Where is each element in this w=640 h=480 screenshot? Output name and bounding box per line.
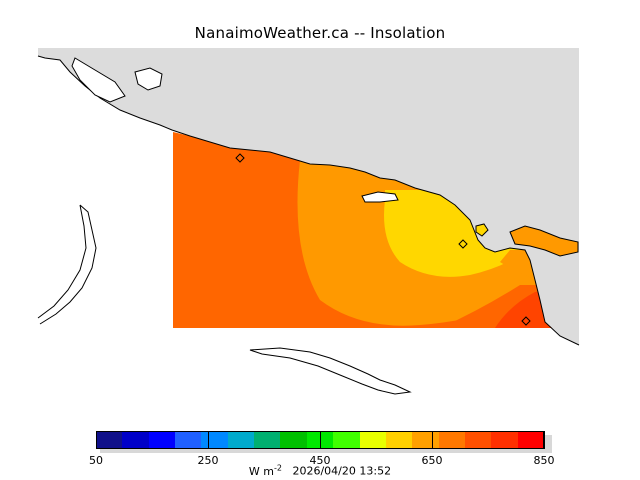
colorbar-tick	[432, 431, 433, 449]
colorbar-tick-label: 450	[309, 454, 331, 467]
island-east	[509, 225, 579, 257]
colorbar-swatch	[359, 431, 387, 449]
colorbar-swatch	[517, 431, 545, 449]
colorbar-swatch	[175, 431, 203, 449]
station-marker	[235, 153, 245, 163]
page-title: NanaimoWeather.ca -- Insolation	[194, 24, 446, 42]
colorbar-swatch	[438, 431, 466, 449]
coastline-south-island	[249, 347, 412, 395]
colorbar-swatch	[333, 431, 361, 449]
colorbar-swatch	[254, 431, 282, 449]
station-marker	[458, 239, 468, 249]
colorbar-swatch	[148, 431, 176, 449]
colorbar-tick	[320, 431, 321, 449]
coastline-mainland	[37, 55, 580, 346]
colorbar-swatch	[464, 431, 492, 449]
colorbar-tick-label: 850	[533, 454, 555, 467]
colorbar-tick-label: 50	[89, 454, 103, 467]
coastline-island-north	[71, 57, 126, 103]
timestamp: 2026/04/20 13:52	[292, 464, 392, 478]
land-north-shore	[38, 48, 579, 345]
coastline-spit	[361, 191, 399, 203]
colorbar-swatch	[227, 431, 255, 449]
colorbar-swatch	[280, 431, 308, 449]
colorbar-tick-label: 650	[421, 454, 443, 467]
coastline-island-north-2	[134, 67, 163, 91]
units-label: W m-2	[248, 463, 282, 478]
colorbar-swatch	[96, 431, 123, 449]
coastline-west-island	[37, 204, 97, 325]
units-caption: W m-2 2026/04/20 13:52	[0, 463, 640, 478]
colorbar-tick	[544, 431, 545, 449]
colorbar-swatch	[122, 431, 150, 449]
island-small	[475, 223, 489, 237]
colorbar-swatch	[201, 431, 229, 449]
colorbar-tick-label: 250	[197, 454, 219, 467]
station-marker	[521, 316, 531, 326]
colorbar-tick	[208, 431, 209, 449]
colorbar-swatch	[491, 431, 519, 449]
colorbar-swatch	[385, 431, 413, 449]
colorbar-tick	[96, 431, 97, 449]
colorbar-swatch	[412, 431, 440, 449]
